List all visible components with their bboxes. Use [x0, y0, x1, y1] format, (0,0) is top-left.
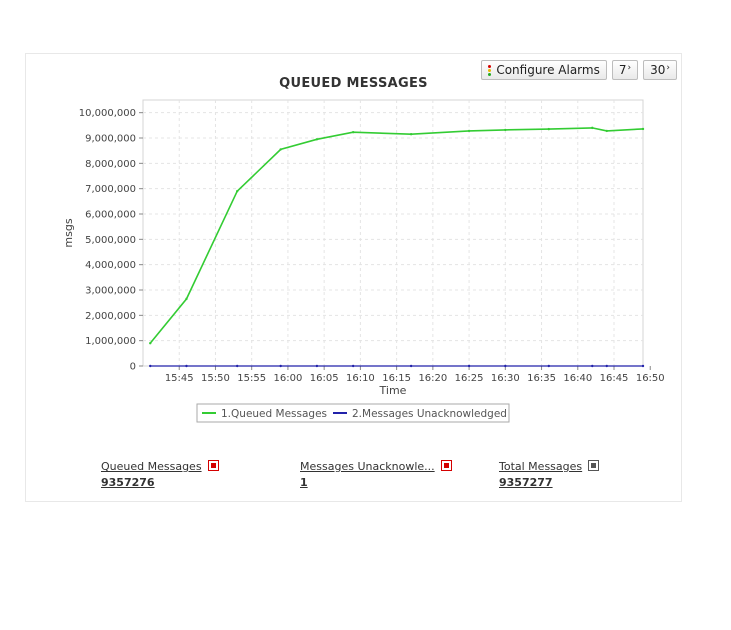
- stat-value[interactable]: 9357276: [101, 476, 155, 489]
- x-tick-label: 16:45: [600, 373, 629, 384]
- x-tick-label: 16:00: [274, 373, 303, 384]
- plot-area: [142, 99, 644, 367]
- y-tick-label: 5,000,000: [85, 235, 136, 246]
- period-7-label: 7: [618, 63, 627, 77]
- alarm-red-icon[interactable]: [207, 460, 219, 471]
- x-tick-label: 16:10: [346, 373, 375, 384]
- y-tick-label: 7,000,000: [85, 184, 136, 195]
- y-axis-label: msgs: [62, 218, 75, 247]
- configure-alarms-button[interactable]: Configure Alarms: [481, 60, 607, 80]
- x-tick-label: 16:40: [563, 373, 592, 384]
- stat-label[interactable]: Total Messages: [499, 460, 583, 473]
- y-tick-label: 0: [130, 362, 136, 373]
- data-point: [641, 127, 645, 131]
- chart-toolbar: Configure Alarms 7 › 30 ›: [481, 60, 677, 80]
- y-tick-label: 1,000,000: [85, 336, 136, 347]
- stat-label[interactable]: Queued Messages: [101, 460, 202, 473]
- stat-value[interactable]: 1: [300, 476, 308, 489]
- data-point: [279, 148, 282, 151]
- data-point: [315, 364, 319, 368]
- x-tick-label: 16:05: [310, 373, 339, 384]
- stat-value[interactable]: 9357277: [499, 476, 553, 489]
- data-point: [591, 126, 594, 130]
- data-point: [149, 364, 152, 368]
- traffic-light-icon: [488, 64, 492, 76]
- legend-box: [196, 403, 510, 423]
- legend-entry: 2.Messages Unacknowledged: [352, 408, 507, 420]
- data-point: [351, 130, 355, 134]
- x-tick-label: 15:45: [165, 373, 194, 384]
- x-tick-label: 16:30: [491, 373, 520, 384]
- data-point: [351, 364, 355, 368]
- data-point: [236, 190, 239, 193]
- y-tick-label: 8,000,000: [85, 159, 136, 170]
- queued-messages-panel: Configure Alarms 7 › 30 › QUEUED MESSAGE…: [25, 53, 682, 502]
- data-point: [547, 127, 550, 131]
- x-tick-label: 15:55: [237, 373, 266, 384]
- x-tick-label: 16:25: [455, 373, 484, 384]
- x-tick-label: 16:35: [527, 373, 556, 384]
- x-tick-label: 16:50: [636, 373, 665, 384]
- legend-entry: 1.Queued Messages: [221, 408, 327, 420]
- alarm-red-icon[interactable]: [440, 460, 452, 471]
- caret-right-icon: ›: [666, 63, 670, 73]
- stat-total-messages: Total Messages 9357277: [499, 460, 600, 489]
- data-point: [279, 364, 282, 368]
- data-point: [185, 364, 188, 368]
- y-tick-label: 3,000,000: [85, 286, 136, 297]
- data-point: [236, 364, 239, 368]
- data-point: [185, 297, 188, 301]
- data-point: [467, 129, 471, 133]
- chart-title: QUEUED MESSAGES: [279, 76, 428, 91]
- data-point: [547, 364, 550, 368]
- data-point: [409, 364, 413, 368]
- x-tick-label: 16:20: [418, 373, 447, 384]
- data-point: [409, 133, 413, 136]
- data-point: [467, 364, 471, 368]
- x-tick-label: 16:15: [382, 373, 411, 384]
- x-tick-label: 15:50: [201, 373, 230, 384]
- data-point: [149, 342, 152, 345]
- period-30-label: 30: [650, 63, 666, 77]
- data-point: [315, 138, 319, 141]
- data-point: [504, 364, 507, 368]
- data-point: [605, 364, 608, 368]
- x-axis-label: Time: [379, 384, 407, 397]
- data-point: [605, 129, 608, 133]
- y-tick-label: 2,000,000: [85, 311, 136, 322]
- stat-queued-messages: Queued Messages 9357276: [101, 460, 219, 489]
- y-tick-label: 4,000,000: [85, 260, 136, 271]
- period-7-button[interactable]: 7 ›: [611, 60, 639, 80]
- alarm-neutral-icon[interactable]: [588, 460, 600, 471]
- data-point: [591, 364, 594, 368]
- data-point: [641, 364, 645, 368]
- y-tick-label: 9,000,000: [85, 134, 136, 145]
- caret-right-icon: ›: [627, 63, 632, 73]
- y-tick-label: 6,000,000: [85, 210, 136, 221]
- stat-label[interactable]: Messages Unacknowle...: [300, 460, 435, 473]
- y-tick-label: 10,000,000: [79, 108, 136, 119]
- period-30-button[interactable]: 30 ›: [643, 60, 677, 80]
- stat-messages-unacknowledged: Messages Unacknowle... 1: [300, 460, 452, 489]
- data-point: [504, 128, 507, 132]
- queued-messages-chart: 0 1,000,000 2,000,000 3,000,000 4,000,000 5,0…: [62, 99, 665, 423]
- configure-alarms-label: Configure Alarms: [496, 63, 600, 77]
